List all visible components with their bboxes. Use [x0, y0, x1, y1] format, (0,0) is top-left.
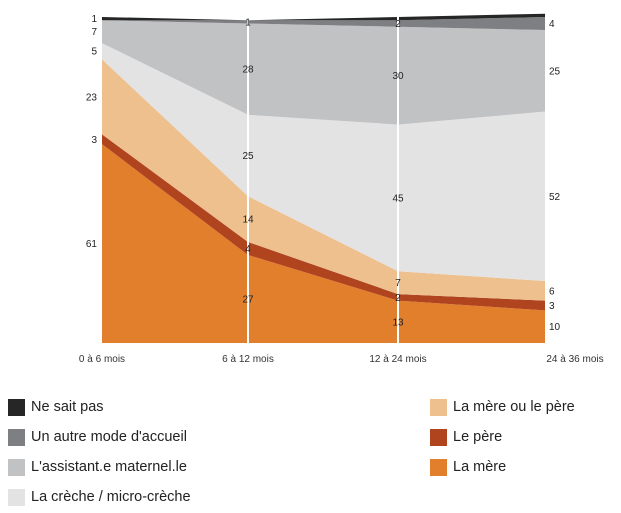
area-ne-sait-pas	[102, 13, 545, 21]
data-label-la-mere-3: 10	[549, 322, 561, 333]
legend-item-mere: La mère	[430, 452, 575, 482]
legend-swatch-creche	[8, 488, 25, 506]
legend-label-creche: La crèche / micro-crèche	[31, 489, 191, 505]
legend-label-pere: Le père	[453, 429, 503, 445]
data-label-l-assistant-e-maternel-le-0: 7	[91, 27, 97, 38]
legend-left: Ne sait pas Un autre mode d'accueil L'as…	[8, 392, 191, 512]
x-tick-label-0: 0 à 6 mois	[79, 354, 125, 365]
legend-swatch-mere-ou-pere	[430, 398, 447, 416]
legend-item-assistant-maternel: L'assistant.e maternel.le	[8, 452, 191, 482]
legend-swatch-ne-sait-pas	[8, 398, 25, 416]
legend-item-ne-sait-pas: Ne sait pas	[8, 392, 191, 422]
data-label-le-pere-2: 2	[395, 293, 401, 304]
data-label-la-creche-micro-creche-1: 25	[242, 151, 254, 162]
data-label-la-creche-micro-creche-0: 5	[91, 47, 97, 58]
legend-item-autre-mode: Un autre mode d'accueil	[8, 422, 191, 452]
data-label-la-mere-1: 27	[242, 294, 254, 305]
legend-item-creche: La crèche / micro-crèche	[8, 482, 191, 512]
legend-label-mere-ou-pere: La mère ou le père	[453, 399, 575, 415]
data-label-la-mere-ou-le-pere-2: 7	[395, 278, 401, 289]
data-label-le-pere-3: 3	[549, 301, 555, 312]
data-label-un-autre-mode-d-accueil-2: 2	[395, 19, 401, 30]
area-la-creche-micro-creche	[102, 43, 545, 282]
legend-swatch-mere	[430, 458, 447, 476]
legend-item-mere-ou-pere: La mère ou le père	[430, 392, 575, 422]
area-le-pere	[102, 134, 545, 311]
data-label-l-assistant-e-maternel-le-2: 30	[392, 71, 404, 82]
data-label-un-autre-mode-d-accueil-3: 4	[549, 19, 555, 30]
legend-right: La mère ou le père Le père La mère	[430, 392, 575, 482]
data-label-le-pere-0: 3	[91, 135, 97, 146]
data-label-l-assistant-e-maternel-le-3: 25	[549, 66, 561, 77]
data-label-le-pere-1: 4	[245, 244, 251, 255]
area-la-mere	[102, 144, 545, 343]
legend-label-assistant-maternel: L'assistant.e maternel.le	[31, 459, 187, 475]
area-l-assistant-e-maternel-le	[102, 20, 545, 125]
legend-item-pere: Le père	[430, 422, 575, 452]
legend-label-ne-sait-pas: Ne sait pas	[31, 399, 104, 415]
legend-swatch-autre-mode	[8, 428, 25, 446]
x-tick-label-2: 12 à 24 mois	[369, 354, 426, 365]
x-tick-label-1: 6 à 12 mois	[222, 354, 274, 365]
legend-swatch-pere	[430, 428, 447, 446]
data-label-la-mere-0: 61	[86, 239, 98, 250]
area-la-mere-ou-le-pere	[102, 59, 545, 301]
legend-label-autre-mode: Un autre mode d'accueil	[31, 429, 187, 445]
data-label-la-mere-ou-le-pere-1: 14	[242, 215, 254, 226]
data-label-la-creche-micro-creche-3: 52	[549, 192, 561, 203]
data-label-la-mere-ou-le-pere-0: 23	[86, 92, 98, 103]
data-label-la-creche-micro-creche-2: 45	[392, 193, 404, 204]
data-label-l-assistant-e-maternel-le-1: 28	[242, 65, 254, 76]
x-tick-label-3: 24 à 36 mois	[546, 354, 603, 365]
data-label-la-mere-2: 13	[392, 317, 404, 328]
data-label-un-autre-mode-d-accueil-1: 1	[245, 17, 251, 28]
data-label-ne-sait-pas-0: 1	[91, 14, 97, 25]
legend-swatch-assistant-maternel	[8, 458, 25, 476]
data-label-la-mere-ou-le-pere-3: 6	[549, 286, 555, 297]
legend-label-mere: La mère	[453, 459, 507, 475]
